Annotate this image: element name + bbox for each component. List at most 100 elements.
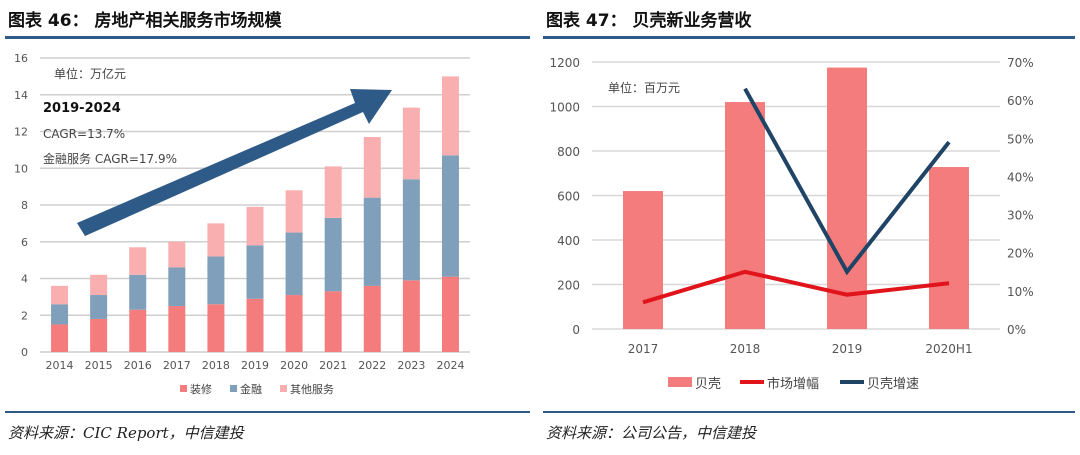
legend-swatch [668, 377, 692, 387]
x-tick-label: 2019 [241, 359, 269, 372]
x-tick-label: 2017 [163, 359, 191, 372]
y2-tick-label: 10% [1007, 285, 1034, 299]
legend-swatch [230, 385, 237, 392]
x-tick-label: 2023 [397, 359, 425, 372]
bar-装修 [441, 276, 459, 352]
left-chart-title: 图表 46： 房地产相关服务市场规模 [8, 11, 282, 31]
bar-其他服务 [246, 206, 264, 246]
bar-装修 [402, 280, 420, 352]
y-tick-label: 400 [557, 234, 580, 248]
unit-label: 单位：百万元 [608, 80, 680, 95]
cagr-label: CAGR=13.7% [43, 127, 125, 141]
bar-其他服务 [285, 190, 303, 233]
bar-金融 [90, 295, 108, 319]
y-tick-label: 800 [557, 145, 580, 159]
bar-贝壳 [725, 102, 765, 329]
y-tick-label: 0 [21, 346, 28, 359]
legend-label: 其他服务 [290, 383, 334, 396]
x-tick-label: 2021 [319, 359, 347, 372]
x-tick-label: 2018 [202, 359, 230, 372]
line-市场增幅 [642, 269, 950, 305]
right-bottom-rule [543, 411, 1075, 413]
legend-swatch [280, 385, 287, 392]
legend-label: 装修 [190, 382, 212, 396]
bar-金融 [129, 274, 147, 310]
y-tick-label: 6 [21, 236, 28, 249]
y-tick-label: 16 [14, 52, 28, 65]
bar-装修 [285, 295, 303, 352]
bar-装修 [51, 324, 69, 352]
y2-tick-label: 0% [1007, 323, 1026, 337]
bar-贝壳 [623, 191, 663, 329]
unit-label: 单位：万亿元 [54, 66, 126, 81]
bar-贝壳 [929, 167, 969, 329]
y-tick-label: 10 [14, 162, 28, 175]
bar-其他服务 [441, 76, 459, 156]
bar-金融 [363, 197, 381, 286]
bar-装修 [363, 285, 381, 352]
bar-装修 [129, 309, 147, 352]
x-tick-label: 2018 [730, 342, 761, 356]
left-bottom-rule [5, 411, 530, 413]
bar-装修 [207, 304, 225, 352]
bar-装修 [168, 306, 186, 352]
bar-金融 [402, 179, 420, 281]
x-tick-label: 2014 [46, 359, 74, 372]
line-贝壳增速 [743, 87, 951, 276]
y2-tick-label: 20% [1007, 247, 1034, 261]
bar-金融 [168, 267, 186, 307]
bar-其他服务 [402, 107, 420, 180]
x-tick-label: 2016 [124, 359, 152, 372]
y-tick-label: 4 [21, 273, 28, 286]
bar-金融 [324, 217, 342, 292]
left-source: 资料来源：CIC Report，中信建投 [8, 424, 244, 442]
trend-arrow [77, 89, 392, 236]
bar-其他服务 [51, 285, 69, 305]
x-tick-label: 2020 [280, 359, 308, 372]
y-tick-label: 1200 [549, 56, 580, 70]
bar-其他服务 [207, 223, 225, 257]
finance-cagr-label: 金融服务 CAGR=17.9% [43, 151, 177, 166]
legend-label: 贝壳 [695, 377, 721, 392]
right-title-rule [543, 36, 1075, 39]
y2-tick-label: 40% [1007, 170, 1034, 184]
legend-label: 贝壳增速 [867, 377, 919, 392]
x-tick-label: 2019 [832, 342, 863, 356]
bar-其他服务 [363, 137, 381, 198]
y-tick-label: 1000 [549, 101, 580, 115]
y-tick-label: 12 [14, 126, 28, 139]
bar-装修 [324, 291, 342, 352]
bar-金融 [441, 155, 459, 277]
right-chart-title: 图表 47： 贝壳新业务营收 [546, 11, 752, 31]
bar-金融 [285, 232, 303, 296]
y-tick-label: 2 [21, 309, 28, 322]
legend-label: 金融 [240, 382, 262, 396]
bar-装修 [90, 318, 108, 352]
y-tick-label: 600 [557, 190, 580, 204]
y2-tick-label: 70% [1007, 56, 1034, 70]
legend-label: 市场增幅 [767, 376, 819, 392]
bar-金融 [207, 256, 225, 305]
y-tick-label: 8 [21, 199, 28, 212]
bar-其他服务 [168, 241, 186, 268]
y2-tick-label: 50% [1007, 132, 1034, 146]
bar-其他服务 [90, 274, 108, 296]
x-tick-label: 2022 [358, 359, 386, 372]
legend-swatch [180, 385, 187, 392]
y-tick-label: 14 [14, 89, 28, 102]
x-tick-label: 2020H1 [925, 342, 972, 356]
right-source: 资料来源：公司公告，中信建投 [546, 424, 757, 442]
y-tick-label: 0 [572, 323, 580, 337]
x-tick-label: 2024 [436, 359, 464, 372]
bar-金融 [51, 304, 69, 325]
period-label: 2019-2024 [43, 101, 121, 116]
y2-tick-label: 60% [1007, 94, 1034, 108]
bar-装修 [246, 298, 264, 352]
x-tick-label: 2015 [85, 359, 113, 372]
bar-金融 [246, 245, 264, 299]
left-title-rule [5, 36, 530, 39]
bar-贝壳 [827, 67, 867, 329]
y-tick-label: 200 [557, 279, 580, 293]
bar-其他服务 [324, 166, 342, 218]
